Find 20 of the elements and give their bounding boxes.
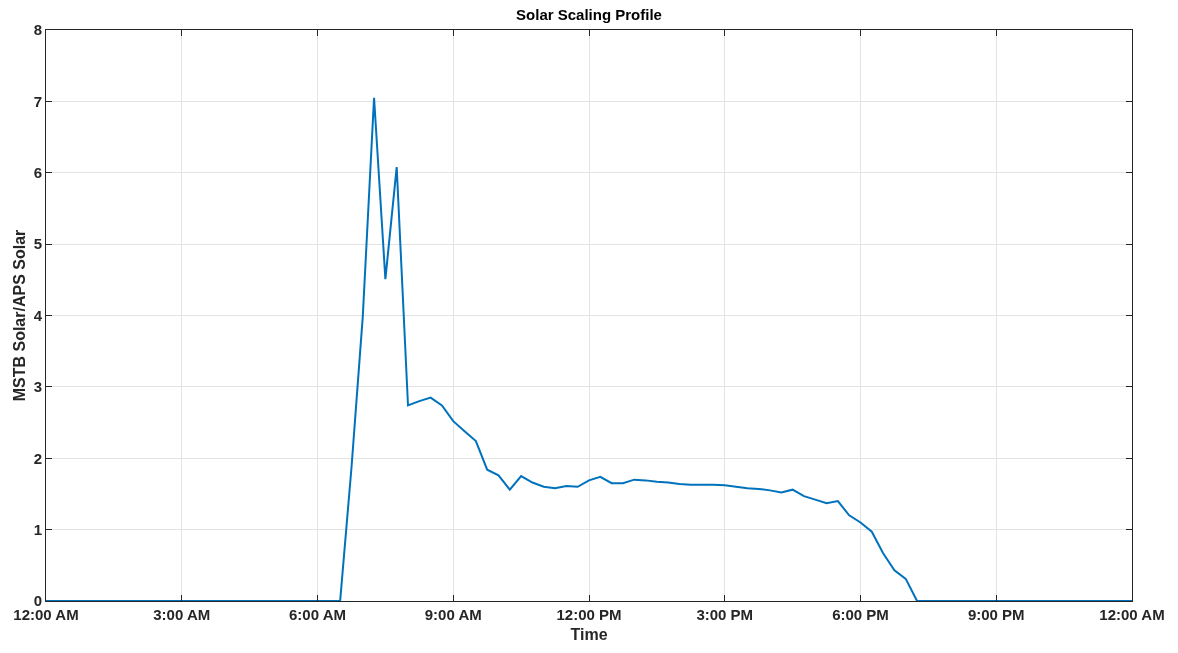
x-axis-title: Time	[570, 625, 608, 643]
x-tick-label: 9:00 PM	[967, 606, 1025, 623]
y-tick-label: 2	[33, 449, 42, 467]
x-tick-label: 12:00 AM	[1099, 606, 1165, 623]
x-tick-label: 3:00 AM	[153, 606, 211, 623]
y-axis-title: MSTB Solar/APS Solar	[10, 229, 28, 402]
y-tick-label: 1	[33, 520, 42, 538]
y-tick-label: 3	[33, 378, 42, 396]
y-tick-label: 4	[33, 306, 43, 324]
x-tick-label: 6:00 PM	[832, 606, 889, 623]
x-tick-label: 6:00 AM	[289, 606, 346, 623]
y-tick-label: 7	[33, 92, 42, 110]
x-tick-label: 9:00 AM	[424, 606, 482, 623]
y-tick-label: 8	[33, 21, 42, 39]
x-tick-label: 3:00 PM	[696, 606, 754, 623]
chart-title: Solar Scaling Profile	[516, 6, 662, 24]
y-tick-label: 6	[33, 164, 42, 181]
line-series	[46, 96, 1132, 601]
y-tick-label: 5	[33, 235, 42, 253]
x-tick-label: 12:00 PM	[556, 606, 622, 623]
